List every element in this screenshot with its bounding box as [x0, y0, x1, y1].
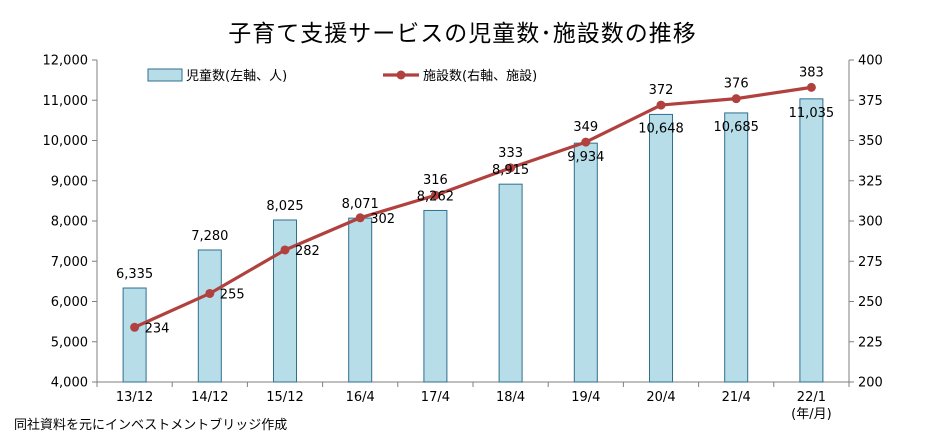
y-right-tick-label: 350 [858, 134, 883, 149]
y-left-tick-label: 8,000 [51, 215, 88, 230]
line-point [280, 245, 290, 255]
legend-line-label: 施設数(右軸、施設) [423, 68, 537, 84]
y-left-tick-label: 9,000 [51, 174, 88, 189]
x-tick-label: 20/4 [646, 390, 675, 405]
line-value-label: 383 [799, 65, 824, 80]
bar-value-label: 8,915 [492, 163, 529, 178]
line-point [130, 322, 140, 332]
x-tick-label: 17/4 [421, 390, 450, 405]
y-right-tick-label: 275 [858, 255, 883, 270]
bar [348, 217, 373, 383]
y-right-tick-label: 200 [858, 376, 883, 391]
line-point [806, 82, 816, 92]
chart-title: 子育て支援サービスの児童数･施設数の推移 [228, 21, 697, 47]
bar [573, 142, 598, 383]
y-right-tick-label: 225 [858, 335, 883, 350]
bar-value-label: 10,648 [638, 121, 684, 136]
line-value-label: 372 [649, 83, 674, 98]
line-value-label: 255 [220, 287, 245, 302]
line-value-label: 376 [724, 77, 749, 92]
bar [423, 209, 448, 383]
bar [122, 287, 147, 383]
bar [273, 219, 297, 383]
bar-value-label: 10,685 [713, 120, 759, 135]
line-value-label: 302 [370, 212, 395, 227]
x-tick-label: 15/12 [266, 390, 303, 405]
series-line [133, 85, 812, 329]
y-right-tick-label: 375 [858, 94, 883, 109]
line-point [355, 213, 365, 223]
y-right-tick-label: 325 [858, 174, 883, 189]
line-point [656, 100, 666, 110]
bar [649, 113, 673, 383]
bar-value-label: 9,934 [567, 150, 604, 165]
y-left-tick-label: 7,000 [51, 255, 88, 270]
line-point [731, 94, 741, 104]
y-right-tick-label: 300 [858, 215, 883, 230]
y-left-tick-label: 5,000 [51, 335, 88, 350]
y-right-tick-label: 250 [858, 295, 883, 310]
bar [498, 183, 523, 383]
y-left-tick-label: 11,000 [43, 94, 89, 109]
x-tick-label: 18/4 [496, 390, 525, 405]
y-right-tick-label: 400 [858, 54, 883, 69]
x-tick-label: 16/4 [346, 390, 375, 405]
x-tick-label: 13/12 [116, 390, 153, 405]
y-left-tick-label: 4,000 [51, 376, 88, 391]
bar-value-label: 6,335 [116, 267, 153, 282]
bar [724, 112, 749, 383]
y-left-tick-label: 12,000 [43, 54, 89, 69]
x-tick-label: 14/12 [191, 390, 228, 405]
bar [197, 249, 222, 383]
x-tick-label: 22/1 [797, 390, 826, 405]
x-tick-label: 19/4 [571, 390, 600, 405]
bar-value-label: 8,071 [342, 197, 379, 212]
legend-bar-swatch [147, 68, 183, 82]
line-value-label: 282 [295, 244, 320, 259]
y-left-tick-label: 10,000 [43, 134, 89, 149]
line-value-label: 333 [498, 146, 523, 161]
line-value-label: 316 [423, 173, 448, 188]
line-point [581, 137, 591, 147]
line-point [205, 288, 215, 298]
bar-value-label: 8,262 [417, 189, 454, 204]
line-value-label: 349 [573, 120, 598, 135]
line-point [430, 190, 440, 200]
bar-value-label: 7,280 [191, 229, 228, 244]
line-point [506, 163, 516, 173]
line-value-label: 234 [145, 321, 170, 336]
source-note: 同社資料を元にインベストメントブリッジ作成 [14, 418, 288, 433]
bar-value-label: 8,025 [266, 199, 303, 214]
y-left-tick-label: 6,000 [51, 295, 88, 310]
bar [799, 98, 824, 383]
legend-bar-label: 児童数(左軸、人) [186, 68, 287, 84]
x-unit-label: (年/月) [791, 407, 832, 422]
x-tick-label: 21/4 [722, 390, 751, 405]
legend-line-marker [396, 70, 406, 80]
bar-value-label: 11,035 [789, 106, 835, 121]
